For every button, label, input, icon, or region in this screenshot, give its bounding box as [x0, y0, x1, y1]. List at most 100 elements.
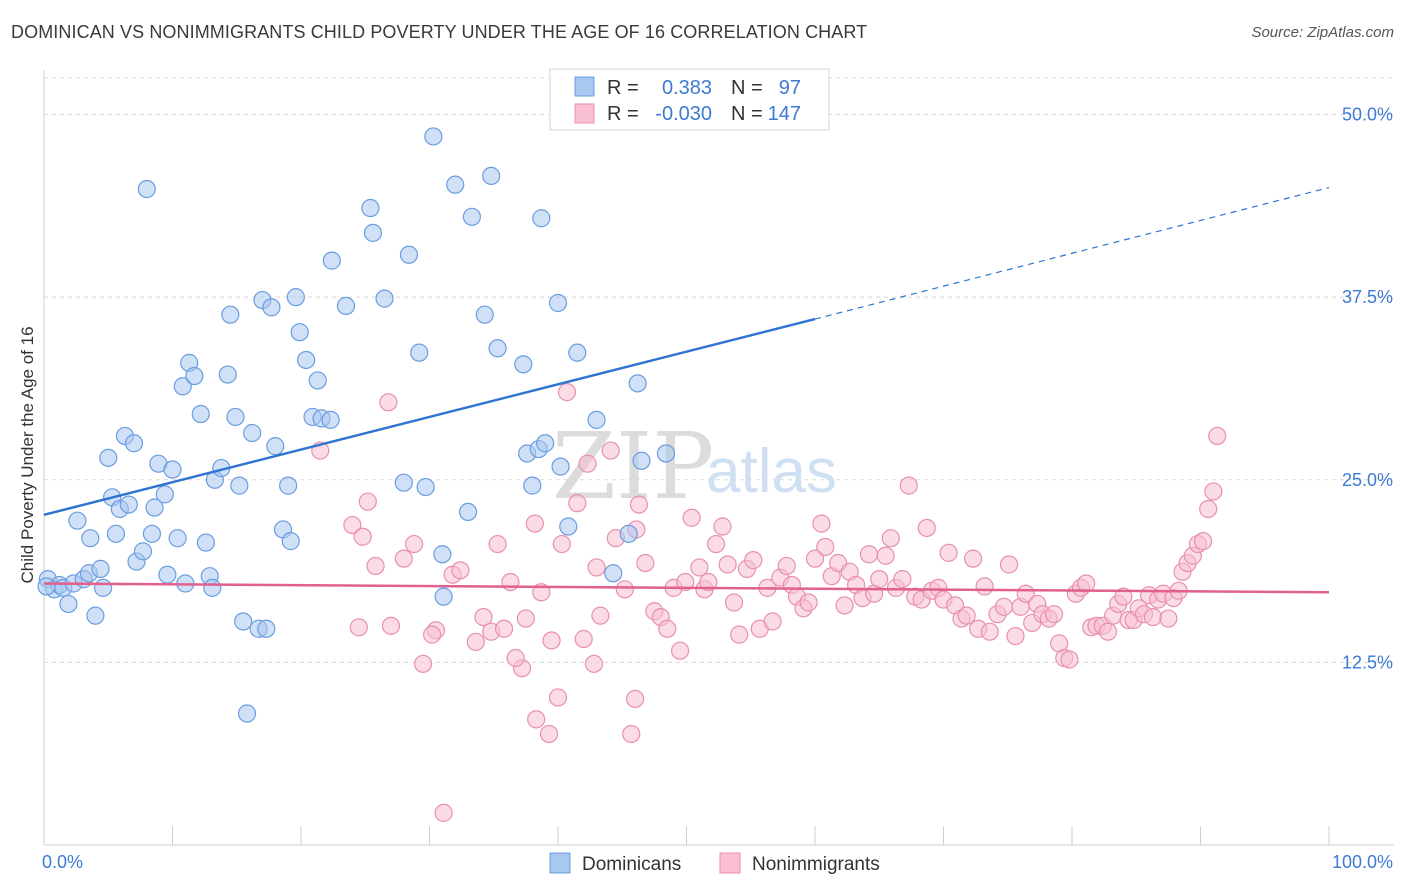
nonimmigrants-point	[451, 561, 470, 580]
nonimmigrants-point	[366, 556, 385, 576]
dominicans-point	[308, 371, 327, 390]
dominicans-point	[656, 444, 676, 463]
legend-nonimmigrants-label: Nonimmigrants	[752, 854, 880, 875]
dominicans-point	[196, 533, 216, 552]
nonimmigrants-point	[1114, 587, 1133, 606]
dominicans-point	[266, 437, 285, 456]
stats-blue-n-label: N =	[731, 77, 763, 99]
nonimmigrants-point	[542, 631, 561, 650]
dominicans-point	[363, 223, 383, 242]
nonimmigrants-point	[1077, 574, 1096, 593]
nonimmigrants-point	[1204, 482, 1223, 501]
dominicans-point	[155, 485, 174, 504]
bottom-legend: Dominicans Nonimmigrants	[549, 852, 880, 875]
nonimmigrants-point	[1159, 609, 1178, 628]
dominicans-point	[226, 407, 245, 427]
nonimmigrants-point	[724, 593, 744, 612]
nonimmigrants-point	[835, 596, 854, 615]
dominicans-point	[163, 460, 182, 479]
nonimmigrants-point	[690, 558, 709, 577]
dominicans-point	[336, 296, 356, 316]
nonimmigrants-point	[1098, 622, 1118, 641]
nonimmigrants-point	[343, 515, 362, 535]
nonimmigrants-point	[591, 606, 610, 625]
nonimmigrants-point	[805, 549, 825, 568]
dominicans-point	[158, 565, 177, 584]
nonimmigrants-point	[568, 494, 587, 513]
axes	[43, 70, 1394, 846]
stats-blue-n-value: 97	[779, 77, 801, 99]
dominicans-point	[619, 524, 638, 543]
nonimmigrants-point	[699, 572, 718, 592]
dominicans-point	[257, 619, 276, 638]
nonimmigrants-point	[706, 534, 726, 554]
dominicans-point	[551, 457, 570, 476]
nonimmigrants-point	[730, 625, 749, 644]
nonimmigrants-point	[812, 514, 831, 533]
nonimmigrants-point	[676, 572, 695, 592]
x-tick-label-min: 0.0%	[42, 852, 83, 872]
stats-pink-r-label: R =	[607, 103, 639, 125]
nonimmigrants-point	[777, 556, 796, 576]
dominicans-point	[37, 577, 56, 596]
dominicans-point	[424, 127, 443, 146]
source-credit: Source: ZipAtlas.com	[1251, 24, 1394, 41]
dominicans-point	[81, 529, 100, 548]
dominicans-point	[514, 355, 533, 374]
dominicans-point	[375, 289, 394, 308]
nonimmigrants-point	[939, 543, 958, 562]
nonimmigrants-point	[516, 609, 535, 628]
nonimmigrants-point	[999, 555, 1019, 574]
nonimmigrants-point	[763, 612, 782, 631]
dominicans-point	[99, 448, 118, 467]
dominicans-point	[124, 434, 144, 453]
nonimmigrants-point	[584, 654, 604, 673]
nonimmigrants-point	[601, 441, 620, 460]
dominicans-trend-line	[43, 317, 816, 517]
nonimmigrants-point	[413, 654, 433, 673]
stats-box-frame	[549, 68, 830, 131]
dominicans-point	[548, 293, 568, 313]
dominicans-point	[68, 511, 87, 530]
dominicans-point	[230, 476, 249, 495]
dominicans-point	[281, 532, 300, 551]
nonimmigrants-point	[670, 641, 690, 660]
dominicans-point	[475, 305, 494, 324]
dominicans-point	[604, 564, 623, 583]
nonimmigrants-point	[381, 616, 401, 635]
nonimmigrants-point	[629, 495, 649, 514]
legend-nonimmigrants-swatch	[719, 852, 741, 874]
nonimmigrants-point	[1006, 626, 1025, 646]
dominicans-point	[361, 198, 380, 218]
y-tick-labels: 12.5% 25.0% 37.5% 50.0%	[1342, 105, 1393, 673]
nonimmigrants-point	[899, 476, 918, 495]
dominicans-point	[94, 578, 113, 597]
grid-lines	[44, 77, 1394, 663]
legend-dominicans-label: Dominicans	[582, 854, 681, 875]
stats-legend: R = 0.383 N = 97 R = -0.030 N = 147	[549, 68, 830, 131]
nonimmigrants-point	[658, 619, 677, 638]
dominicans-point	[410, 343, 429, 362]
nonimmigrants-point	[548, 688, 568, 707]
dominicans-point	[106, 524, 126, 543]
nonimmigrants-point	[859, 545, 879, 564]
dominicans-point	[262, 298, 281, 317]
nonimmigrants-point	[557, 383, 577, 402]
nonimmigrants-point	[625, 689, 645, 709]
dominicans-point	[86, 606, 105, 625]
nonimmigrants-point	[718, 555, 737, 574]
dominicans-point	[321, 410, 340, 429]
nonimmigrants-point	[975, 577, 994, 596]
legend-dominicans-swatch	[549, 852, 571, 874]
stats-pink-n-label: N =	[731, 103, 763, 125]
dominicans-point	[137, 179, 156, 199]
dominicans-point	[221, 305, 240, 324]
nonimmigrants-point	[615, 580, 634, 599]
nonimmigrants-point	[525, 514, 544, 533]
nonimmigrants-point	[353, 527, 372, 546]
dominicans-point	[133, 542, 153, 561]
dominicans-point	[91, 559, 110, 578]
nonimmigrants-point	[1199, 499, 1218, 519]
dominicans-point	[458, 502, 478, 522]
dominicans-point	[523, 476, 542, 495]
